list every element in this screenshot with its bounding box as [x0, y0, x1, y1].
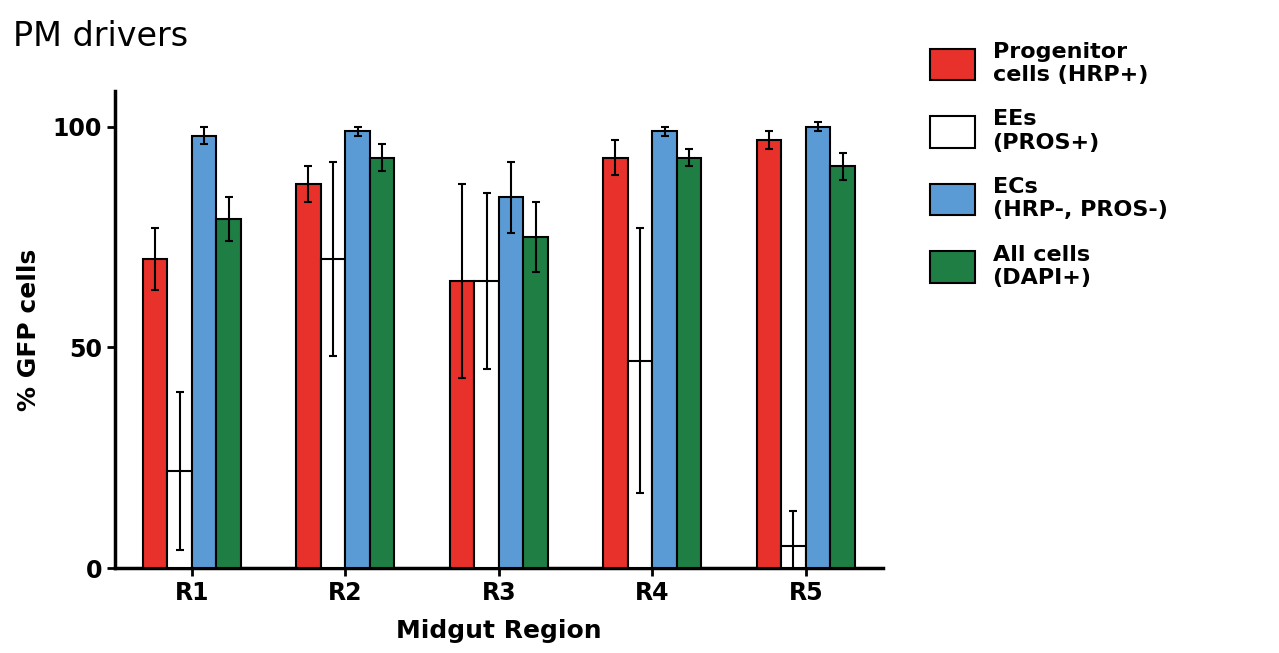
Bar: [475, 281, 499, 568]
Bar: [604, 157, 628, 568]
Bar: [806, 127, 830, 568]
Bar: [168, 471, 192, 568]
Y-axis label: % GFP cells: % GFP cells: [18, 249, 41, 411]
Bar: [321, 259, 345, 568]
Bar: [216, 219, 240, 568]
X-axis label: Midgut Region: Midgut Region: [396, 619, 601, 643]
Bar: [757, 140, 781, 568]
Bar: [192, 136, 216, 568]
Bar: [345, 131, 370, 568]
Bar: [677, 157, 701, 568]
Legend: Progenitor
cells (HRP+), EEs
(PROS+), ECs
(HRP-, PROS-), All cells
(DAPI+): Progenitor cells (HRP+), EEs (PROS+), EC…: [920, 31, 1178, 299]
Bar: [628, 360, 652, 568]
Bar: [830, 167, 854, 568]
Bar: [652, 131, 677, 568]
Bar: [450, 281, 475, 568]
Bar: [297, 184, 321, 568]
Text: PM drivers: PM drivers: [13, 20, 188, 53]
Bar: [499, 197, 523, 568]
Bar: [143, 259, 168, 568]
Bar: [781, 546, 806, 568]
Bar: [523, 237, 547, 568]
Bar: [370, 157, 394, 568]
